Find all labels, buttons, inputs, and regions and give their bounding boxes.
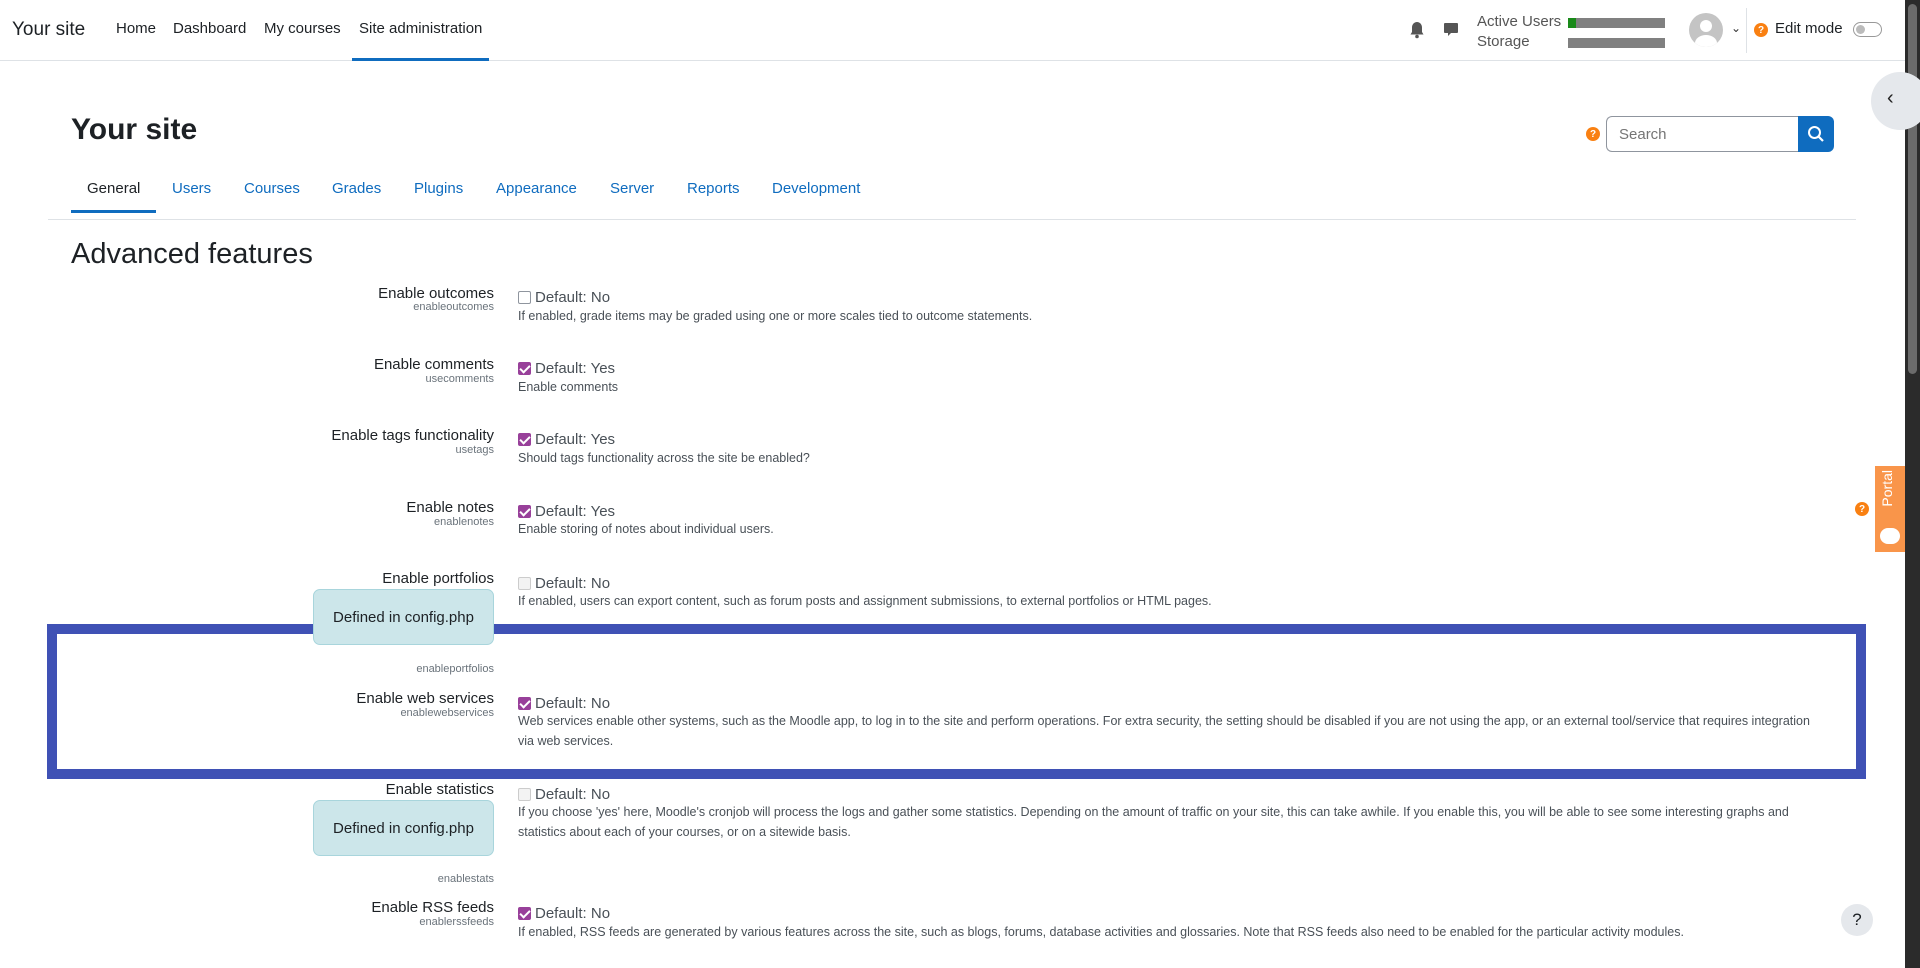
setting-checkbox[interactable]: Default: No (518, 289, 610, 306)
setting-label: Enable statistics (385, 781, 494, 798)
active-users-bar (1568, 18, 1665, 28)
checkbox[interactable] (518, 697, 531, 710)
setting-key: enablewebservices (400, 707, 494, 719)
setting-label: Enable web services (356, 690, 494, 707)
page-title: Your site (71, 113, 198, 146)
help-button[interactable]: ? (1841, 904, 1873, 936)
default-value: Default: Yes (535, 431, 616, 448)
setting-label: Enable notes (406, 499, 494, 516)
tab-general[interactable]: General (71, 180, 157, 213)
checkbox (518, 788, 531, 801)
checkbox[interactable] (518, 291, 531, 304)
setting-description: Web services enable other systems, such … (518, 714, 1810, 748)
search-input[interactable] (1606, 116, 1799, 152)
edit-mode-toggle[interactable] (1853, 22, 1882, 37)
setting-description: If enabled, users can export content, su… (518, 594, 1212, 608)
default-value: Default: No (535, 289, 611, 306)
portal-help-icon[interactable]: ? (1855, 502, 1869, 516)
storage-label: Storage (1477, 33, 1530, 50)
nav-my-courses[interactable]: My courses (264, 20, 341, 37)
help-icon[interactable]: ? (1754, 23, 1768, 37)
messages-icon[interactable] (1443, 22, 1459, 38)
setting-checkbox[interactable]: Default: Yes (518, 503, 615, 520)
tab-appearance[interactable]: Appearance (496, 180, 577, 197)
scrollbar[interactable] (1905, 0, 1920, 968)
setting-label: Enable comments (373, 356, 494, 373)
site-name[interactable]: Your site (12, 19, 86, 40)
setting-label: Enable RSS feeds (371, 899, 494, 916)
drawer-toggle-button[interactable]: ‹ (1871, 72, 1920, 130)
tab-development[interactable]: Development (772, 180, 861, 197)
section-title: Advanced features (71, 238, 313, 270)
setting-description: If enabled, grade items may be graded us… (518, 309, 1033, 323)
setting-checkbox[interactable]: Default: Yes (518, 360, 615, 377)
setting-checkbox: Default: No (518, 575, 610, 592)
tabs-divider (48, 219, 1856, 220)
default-value: Default: No (535, 905, 611, 922)
nav-dashboard[interactable]: Dashboard (173, 20, 247, 37)
setting-checkbox[interactable]: Default: No (518, 695, 610, 712)
nav-home[interactable]: Home (116, 20, 157, 37)
setting-key: enablenotes (434, 516, 494, 528)
default-value: Default: Yes (535, 503, 616, 520)
default-value: Default: Yes (535, 360, 616, 377)
highlight-box (47, 624, 1866, 779)
search-icon (1808, 126, 1824, 142)
tab-reports[interactable]: Reports (687, 180, 740, 197)
config-defined-badge: Defined in config.php (313, 800, 494, 856)
setting-description: Should tags functionality across the sit… (518, 451, 810, 465)
setting-key: enableportfolios (416, 663, 494, 675)
user-menu-chevron-icon[interactable]: ⌄ (1731, 21, 1742, 35)
search-button[interactable] (1798, 116, 1834, 152)
setting-checkbox[interactable]: Default: Yes (518, 431, 615, 448)
tab-server[interactable]: Server (610, 180, 655, 197)
user-avatar[interactable] (1689, 13, 1723, 47)
top-navbar: Your site Home Dashboard My courses Site… (0, 0, 1905, 61)
checkbox (518, 577, 531, 590)
active-users-label: Active Users (1477, 13, 1562, 30)
setting-key: enablerssfeeds (419, 916, 494, 928)
config-defined-badge: Defined in config.php (313, 589, 494, 645)
setting-label: Enable tags functionality (331, 427, 494, 444)
notification-bell-icon[interactable] (1409, 21, 1425, 39)
cloud-logo-icon (1880, 528, 1900, 544)
tab-courses[interactable]: Courses (244, 180, 300, 197)
chevron-left-icon: ‹ (1887, 87, 1894, 109)
setting-label: Enable portfolios (382, 570, 494, 587)
setting-checkbox[interactable]: Default: No (518, 905, 610, 922)
setting-description: Enable storing of notes about individual… (518, 522, 774, 536)
checkbox[interactable] (518, 433, 531, 446)
tab-plugins[interactable]: Plugins (414, 180, 464, 197)
divider (1746, 8, 1747, 53)
edit-mode-label: Edit mode (1775, 20, 1843, 37)
default-value: Default: No (535, 575, 611, 592)
storage-bar (1568, 38, 1665, 48)
tab-grades[interactable]: Grades (332, 180, 382, 197)
tab-users[interactable]: Users (172, 180, 212, 197)
setting-description: If enabled, RSS feeds are generated by v… (518, 925, 1684, 939)
search-help-icon[interactable]: ? (1586, 127, 1600, 141)
setting-label: Enable outcomes (378, 285, 494, 302)
setting-key: enableoutcomes (413, 301, 494, 313)
portal-tab[interactable]: Portal (1875, 466, 1905, 552)
setting-description: Enable comments (518, 380, 619, 394)
setting-key: enablestats (437, 873, 494, 885)
checkbox[interactable] (518, 362, 531, 375)
setting-checkbox: Default: No (518, 786, 610, 803)
portal-label: Portal (1879, 470, 1895, 507)
default-value: Default: No (535, 695, 611, 712)
checkbox[interactable] (518, 505, 531, 518)
nav-site-administration[interactable]: Site administration (352, 20, 490, 61)
setting-key: usetags (455, 444, 494, 456)
checkbox[interactable] (518, 907, 531, 920)
default-value: Default: No (535, 786, 611, 803)
setting-description: If you choose 'yes' here, Moodle's cronj… (518, 805, 1789, 839)
setting-key: usecomments (425, 373, 494, 385)
